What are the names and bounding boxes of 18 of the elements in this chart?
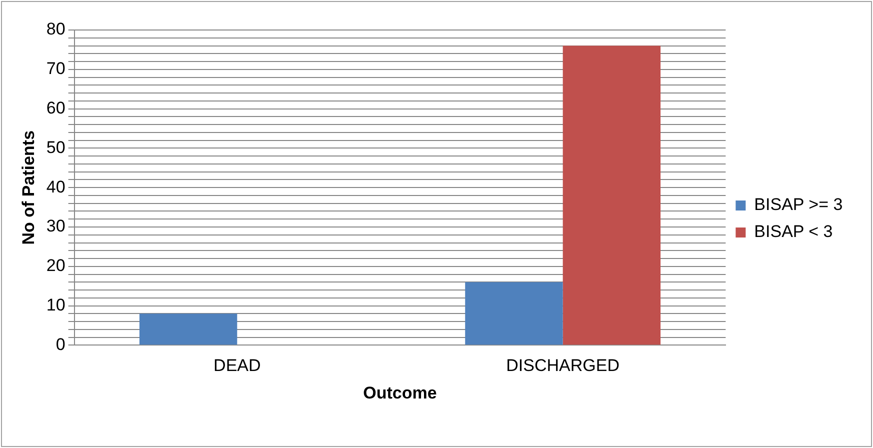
y-tick-label: 0 (56, 334, 66, 354)
y-tick-label: 70 (46, 59, 66, 78)
bar (139, 314, 238, 345)
y-axis-title: No of Patients (18, 130, 38, 245)
y-tick-label: 10 (46, 295, 66, 314)
y-tick-label: 60 (46, 98, 66, 118)
y-tick-label: 30 (46, 216, 66, 236)
x-tick-label: DEAD (214, 356, 261, 376)
y-tick-label: 40 (46, 177, 66, 196)
x-tick-label: DISCHARGED (506, 356, 620, 376)
legend-label: BISAP >= 3 (754, 195, 843, 214)
bar (465, 282, 563, 345)
y-tick-label: 20 (46, 256, 66, 276)
y-tick-label: 80 (46, 20, 66, 39)
y-tick-label: 50 (46, 138, 66, 157)
legend-label: BISAP < 3 (754, 222, 833, 242)
x-axis-title: Outcome (363, 383, 437, 402)
bar (562, 46, 661, 345)
